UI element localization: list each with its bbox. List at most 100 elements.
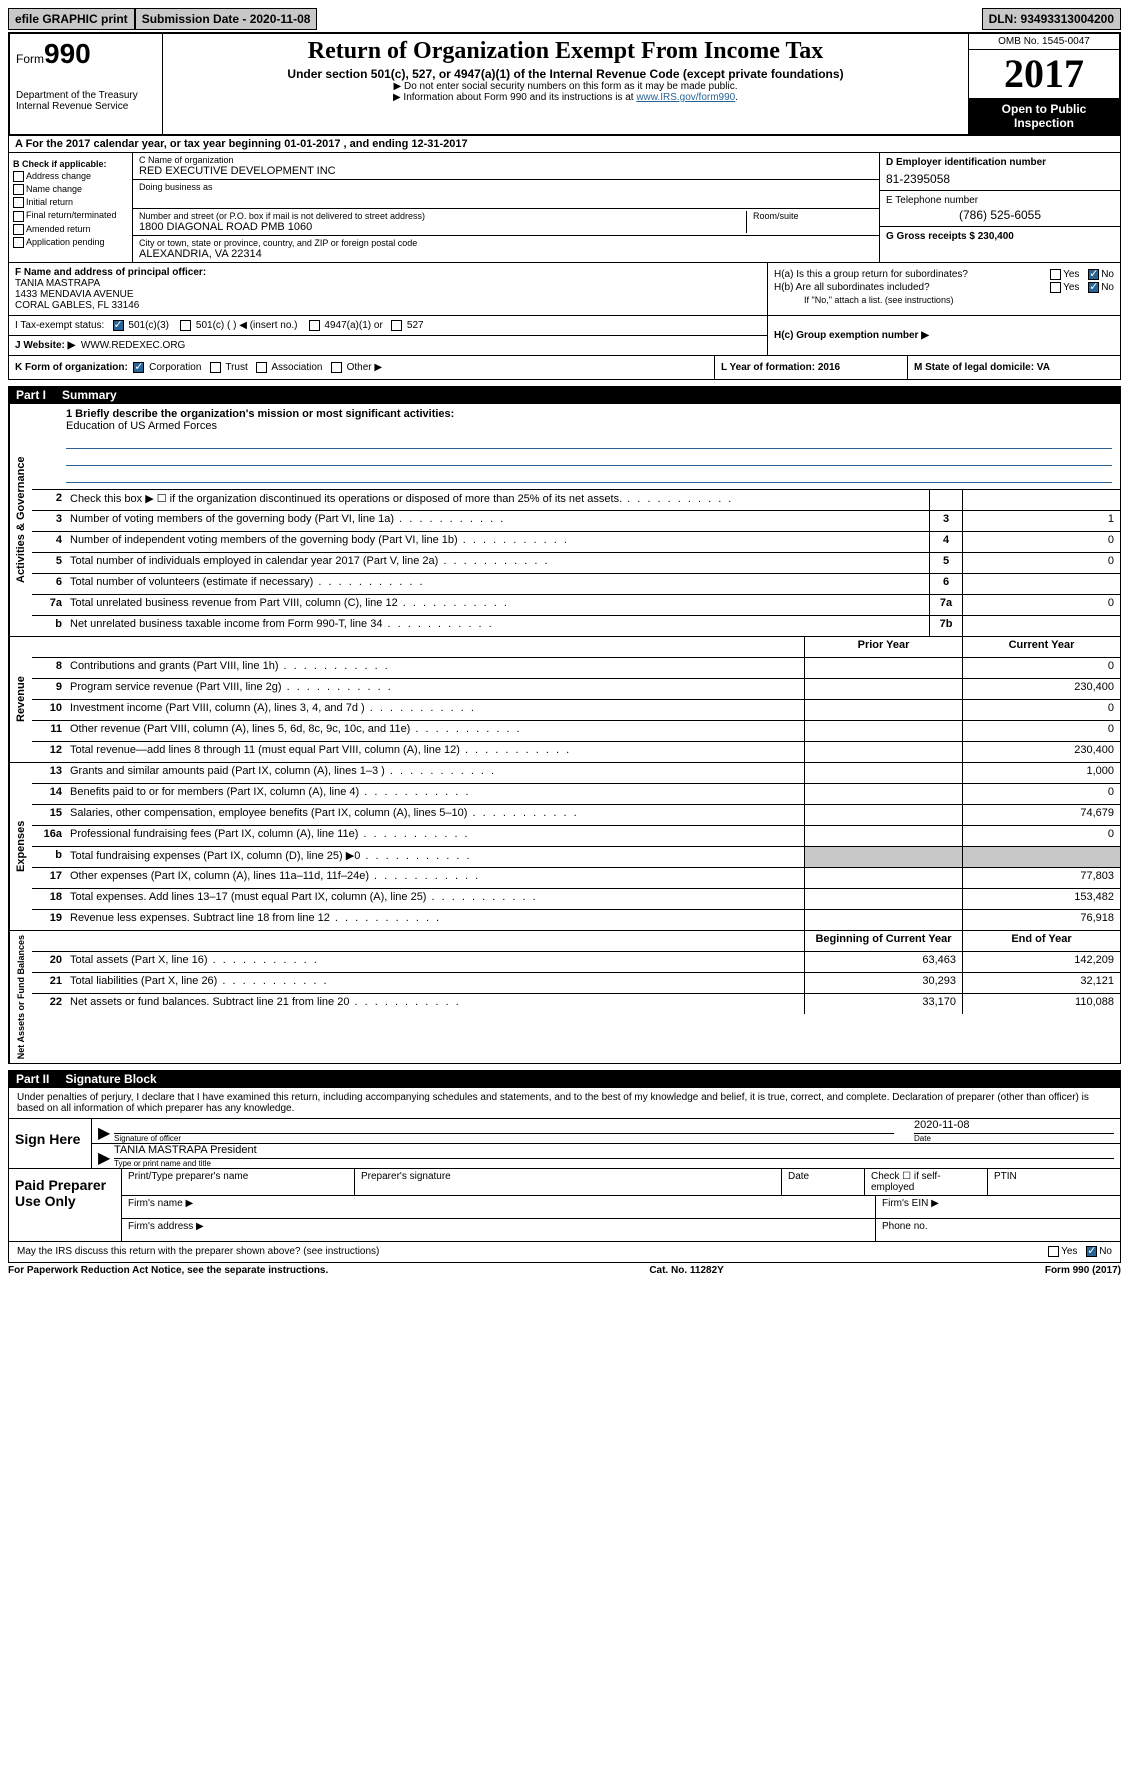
chk-corp[interactable] bbox=[133, 362, 144, 373]
revenue-header-row: Prior Year Current Year bbox=[32, 637, 1120, 658]
klm-row: K Form of organization: Corporation Trus… bbox=[8, 356, 1121, 380]
table-row: 21 Total liabilities (Part X, line 26) 3… bbox=[32, 973, 1120, 994]
perjury-statement: Under penalties of perjury, I declare th… bbox=[9, 1088, 1120, 1118]
submission-date: Submission Date - 2020-11-08 bbox=[135, 8, 318, 30]
dba-label: Doing business as bbox=[133, 180, 879, 209]
mission-line bbox=[66, 434, 1112, 449]
part2-header: Part II Signature Block bbox=[8, 1070, 1121, 1088]
header-left: Form990 Department of the Treasury Inter… bbox=[10, 34, 163, 134]
efile-button[interactable]: efile GRAPHIC print bbox=[8, 8, 135, 30]
paperwork-notice: For Paperwork Reduction Act Notice, see … bbox=[8, 1265, 328, 1276]
hb-yes[interactable] bbox=[1050, 282, 1061, 293]
table-row: 15 Salaries, other compensation, employe… bbox=[32, 805, 1120, 826]
chk-app-pending[interactable] bbox=[13, 237, 24, 248]
section-net-assets: Net Assets or Fund Balances Beginning of… bbox=[8, 931, 1121, 1064]
header-right: OMB No. 1545-0047 2017 Open to Public In… bbox=[968, 34, 1119, 134]
omb-number: OMB No. 1545-0047 bbox=[969, 34, 1119, 50]
suite-label: Room/suite bbox=[747, 211, 873, 233]
date-label: Date bbox=[914, 1134, 1114, 1143]
gov-row: b Net unrelated business taxable income … bbox=[32, 616, 1120, 636]
prep-self-emp: Check ☐ if self-employed bbox=[865, 1169, 988, 1195]
side-expenses: Expenses bbox=[9, 763, 32, 930]
ha-yes[interactable] bbox=[1050, 269, 1061, 280]
chk-address-change[interactable] bbox=[13, 171, 24, 182]
box-i-tax-exempt: I Tax-exempt status: 501(c)(3) 501(c) ( … bbox=[9, 316, 767, 336]
firm-ein-label: Firm's EIN ▶ bbox=[876, 1196, 1120, 1218]
chk-501c3[interactable] bbox=[113, 320, 124, 331]
chk-other[interactable] bbox=[331, 362, 342, 373]
table-row: 8 Contributions and grants (Part VIII, l… bbox=[32, 658, 1120, 679]
ha-no[interactable] bbox=[1088, 269, 1099, 280]
hb-yesno: Yes No bbox=[1044, 282, 1114, 293]
paid-preparer-block: Paid Preparer Use Only Print/Type prepar… bbox=[8, 1169, 1121, 1242]
note-info: ▶ Information about Form 990 and its ins… bbox=[169, 92, 962, 103]
footer-row: For Paperwork Reduction Act Notice, see … bbox=[8, 1263, 1121, 1278]
street-address: 1800 DIAGONAL ROAD PMB 1060 bbox=[139, 221, 740, 233]
form-page: Form 990 (2017) bbox=[1045, 1265, 1121, 1276]
gov-row: 2 Check this box ▶ ☐ if the organization… bbox=[32, 490, 1120, 511]
chk-initial-return[interactable] bbox=[13, 197, 24, 208]
note-ssn: ▶ Do not enter social security numbers o… bbox=[169, 81, 962, 92]
header-mid: Return of Organization Exempt From Incom… bbox=[163, 34, 968, 134]
form-word: Form bbox=[16, 52, 44, 66]
chk-assoc[interactable] bbox=[256, 362, 267, 373]
section-revenue: Revenue Prior Year Current Year 8 Contri… bbox=[8, 637, 1121, 763]
street-label: Number and street (or P.O. box if mail i… bbox=[139, 211, 740, 221]
discuss-row: May the IRS discuss this return with the… bbox=[8, 1242, 1121, 1262]
top-bar: efile GRAPHIC print Submission Date - 20… bbox=[8, 8, 1121, 30]
open-public-badge: Open to Public Inspection bbox=[969, 98, 1119, 134]
sign-date: 2020-11-08 bbox=[914, 1119, 1114, 1134]
hb-no[interactable] bbox=[1088, 282, 1099, 293]
discuss-no[interactable] bbox=[1086, 1246, 1097, 1257]
box-k-form-org: K Form of organization: Corporation Trus… bbox=[9, 356, 714, 379]
sig-officer-label: Signature of officer bbox=[114, 1134, 894, 1143]
table-row: 10 Investment income (Part VIII, column … bbox=[32, 700, 1120, 721]
col-beginning-year: Beginning of Current Year bbox=[804, 931, 962, 951]
col-prior-year: Prior Year bbox=[804, 637, 962, 657]
form-header: Form990 Department of the Treasury Inter… bbox=[8, 32, 1121, 136]
box-l-year-formation: L Year of formation: 2016 bbox=[714, 356, 907, 379]
fh-row: F Name and address of principal officer:… bbox=[8, 263, 1121, 316]
phone-value: (786) 525-6055 bbox=[886, 206, 1114, 222]
org-name-label: C Name of organization bbox=[139, 155, 873, 165]
gov-row: 5 Total number of individuals employed i… bbox=[32, 553, 1120, 574]
signature-block: Under penalties of perjury, I declare th… bbox=[8, 1088, 1121, 1169]
side-revenue: Revenue bbox=[9, 637, 32, 762]
prep-ptin-label: PTIN bbox=[988, 1169, 1120, 1195]
chk-final-return[interactable] bbox=[13, 211, 24, 222]
ein-label: D Employer identification number bbox=[886, 157, 1046, 168]
table-row: 20 Total assets (Part X, line 16) 63,463… bbox=[32, 952, 1120, 973]
section-expenses: Expenses 13 Grants and similar amounts p… bbox=[8, 763, 1121, 931]
arrow-icon: ▶ bbox=[98, 1123, 114, 1143]
name-title-label: Type or print name and title bbox=[114, 1159, 1114, 1168]
table-row: b Total fundraising expenses (Part IX, c… bbox=[32, 847, 1120, 868]
sign-here-label: Sign Here bbox=[9, 1119, 92, 1168]
irs-link[interactable]: www.IRS.gov/form990 bbox=[636, 92, 735, 103]
ij-row: I Tax-exempt status: 501(c)(3) 501(c) ( … bbox=[8, 316, 1121, 356]
ein-value: 81-2395058 bbox=[886, 168, 1114, 186]
tax-year: 2017 bbox=[969, 50, 1119, 98]
section-governance: Activities & Governance 1 Briefly descri… bbox=[8, 404, 1121, 637]
row-a-calendar-year: A For the 2017 calendar year, or tax yea… bbox=[8, 136, 1121, 153]
h-note: If "No," attach a list. (see instruction… bbox=[774, 295, 1114, 305]
chk-527[interactable] bbox=[391, 320, 402, 331]
chk-name-change[interactable] bbox=[13, 184, 24, 195]
sign-here-row: Sign Here ▶ Signature of officer 2020-11… bbox=[9, 1118, 1120, 1168]
table-row: 18 Total expenses. Add lines 13–17 (must… bbox=[32, 889, 1120, 910]
table-row: 12 Total revenue—add lines 8 through 11 … bbox=[32, 742, 1120, 762]
cat-no: Cat. No. 11282Y bbox=[649, 1265, 723, 1276]
firm-phone-label: Phone no. bbox=[876, 1219, 1120, 1241]
chk-501c[interactable] bbox=[180, 320, 191, 331]
form-subtitle: Under section 501(c), 527, or 4947(a)(1)… bbox=[169, 67, 962, 81]
form-number: 990 bbox=[44, 38, 91, 69]
table-row: 17 Other expenses (Part IX, column (A), … bbox=[32, 868, 1120, 889]
prep-date-label: Date bbox=[782, 1169, 865, 1195]
prep-sig-label: Preparer's signature bbox=[355, 1169, 782, 1195]
table-row: 11 Other revenue (Part VIII, column (A),… bbox=[32, 721, 1120, 742]
chk-amended[interactable] bbox=[13, 224, 24, 235]
chk-4947[interactable] bbox=[309, 320, 320, 331]
box-h-group-return: H(a) Is this a group return for subordin… bbox=[767, 263, 1120, 315]
discuss-yes[interactable] bbox=[1048, 1246, 1059, 1257]
phone-label: E Telephone number bbox=[886, 195, 978, 206]
chk-trust[interactable] bbox=[210, 362, 221, 373]
